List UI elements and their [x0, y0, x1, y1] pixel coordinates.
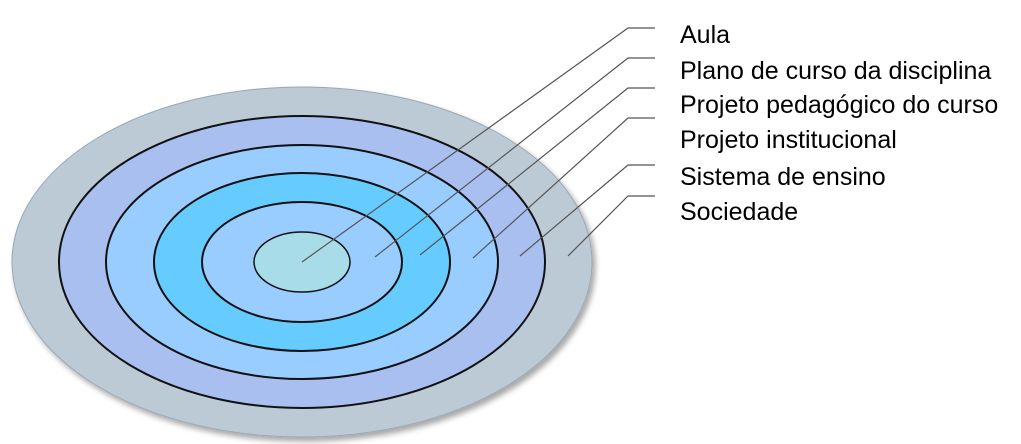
leader-line-sociedade: [567, 195, 655, 257]
label-sistema-de-ensino: Sistema de ensino: [680, 163, 886, 191]
leader-line-projeto-institucional: [472, 117, 655, 259]
leader-line-projeto-pedagogico: [419, 87, 655, 256]
leader-line-sistema-de-ensino: [519, 164, 655, 257]
label-aula: Aula: [680, 21, 730, 49]
leader-line-plano-de-curso: [374, 57, 655, 258]
label-plano-de-curso: Plano de curso da disciplina: [680, 57, 991, 85]
label-projeto-pedagogico: Projeto pedagógico do curso: [680, 91, 998, 119]
leader-line-aula: [301, 27, 655, 263]
label-sociedade: Sociedade: [680, 198, 798, 226]
label-projeto-institucional: Projeto institucional: [680, 126, 897, 154]
